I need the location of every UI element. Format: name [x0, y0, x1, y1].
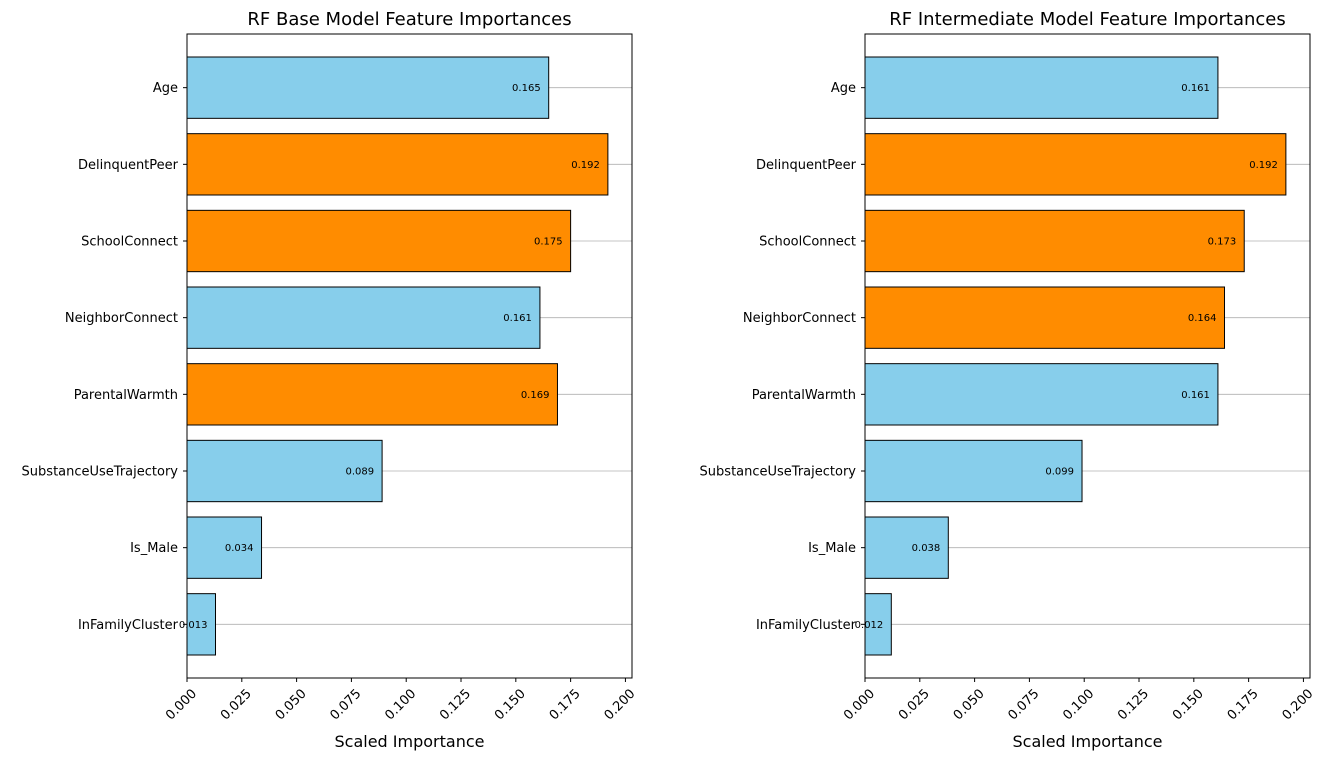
bar-value-label: 0.089: [345, 467, 374, 478]
y-tick-label: DelinquentPeer: [78, 158, 179, 173]
axes-frame: [864, 33, 1311, 679]
bar-infamilycluster: [186, 593, 216, 656]
x-tick-label: 0.100: [382, 686, 419, 723]
x-tick-label: 0.125: [437, 686, 474, 723]
x-tick-label: 0.050: [273, 686, 310, 723]
y-tick-label: DelinquentPeer: [756, 158, 857, 173]
bar-delinquentpeer: [864, 133, 1287, 196]
bar-value-label: 0.012: [855, 620, 884, 631]
chart-title: RF Base Model Feature Importances: [247, 9, 571, 30]
x-tick-label: 0.075: [328, 686, 365, 723]
y-tick-label: ParentalWarmth: [752, 388, 856, 403]
x-axis-label: Scaled Importance: [335, 732, 485, 751]
y-tick-label: Is_Male: [808, 541, 856, 556]
x-tick-label: 0.175: [547, 686, 584, 723]
bar-value-label: 0.192: [1249, 160, 1278, 171]
bar-neighborconnect: [186, 286, 541, 349]
x-tick-label: 0.100: [1060, 686, 1097, 723]
x-tick-label: 0.150: [492, 686, 529, 723]
bar-schoolconnect: [186, 209, 572, 273]
y-tick-label: SchoolConnect: [81, 235, 178, 250]
y-tick-label: SchoolConnect: [759, 235, 856, 250]
bar-value-label: 0.038: [912, 543, 941, 554]
chart-title: RF Intermediate Model Feature Importance…: [889, 9, 1285, 30]
x-tick-label: 0.125: [1115, 686, 1152, 723]
bar-parentalwarmth: [864, 363, 1219, 426]
bar-age: [864, 56, 1219, 119]
y-tick-label: SubstanceUseTrajectory: [700, 465, 857, 480]
bar-is_male: [864, 516, 949, 579]
bar-value-label: 0.161: [1181, 390, 1210, 401]
bar-value-label: 0.164: [1188, 313, 1217, 324]
bar-neighborconnect: [864, 286, 1226, 349]
x-tick-label: 0.075: [1006, 686, 1043, 723]
x-tick-label: 0.200: [602, 686, 639, 723]
y-tick-label: NeighborConnect: [743, 311, 856, 326]
x-tick-label: 0.025: [218, 686, 255, 723]
y-tick-label: InFamilyCluster: [756, 618, 857, 633]
bar-substanceusetrajectory: [864, 439, 1083, 503]
bar-infamilycluster: [864, 593, 892, 656]
axes-frame: [186, 33, 633, 679]
bar-value-label: 0.169: [521, 390, 550, 401]
bar-value-label: 0.173: [1208, 237, 1237, 248]
bar-value-label: 0.034: [225, 543, 254, 554]
y-tick-label: Is_Male: [130, 541, 178, 556]
bar-value-label: 0.165: [512, 83, 541, 94]
x-tick-label: 0.050: [951, 686, 988, 723]
y-tick-label: Age: [153, 81, 178, 96]
x-tick-label: 0.000: [841, 686, 878, 723]
bar-value-label: 0.161: [503, 313, 532, 324]
chart-1: 0.165 0.192 0.175 0.161 0.169 0.089 0.034 0.013…: [22, 9, 639, 751]
bar-delinquentpeer: [186, 133, 609, 196]
y-tick-label: InFamilyCluster: [78, 618, 179, 633]
y-tick-label: ParentalWarmth: [74, 388, 178, 403]
y-tick-label: Age: [831, 81, 856, 96]
x-tick-label: 0.025: [896, 686, 933, 723]
bar-value-label: 0.013: [179, 620, 208, 631]
chart-2: 0.161 0.192 0.173 0.164 0.161 0.099 0.038 0.012…: [700, 9, 1317, 751]
bar-parentalwarmth: [186, 363, 558, 426]
x-tick-label: 0.200: [1280, 686, 1317, 723]
x-tick-label: 0.175: [1225, 686, 1262, 723]
bar-value-label: 0.161: [1181, 83, 1210, 94]
bar-schoolconnect: [864, 209, 1245, 273]
bar-value-label: 0.099: [1045, 467, 1074, 478]
y-tick-label: SubstanceUseTrajectory: [22, 465, 179, 480]
x-tick-label: 0.150: [1170, 686, 1207, 723]
x-axis-label: Scaled Importance: [1013, 732, 1163, 751]
y-tick-label: NeighborConnect: [65, 311, 178, 326]
bar-value-label: 0.175: [534, 237, 563, 248]
x-tick-label: 0.000: [163, 686, 200, 723]
bar-value-label: 0.192: [571, 160, 600, 171]
bar-age: [186, 56, 550, 119]
bar-is_male: [186, 516, 263, 579]
